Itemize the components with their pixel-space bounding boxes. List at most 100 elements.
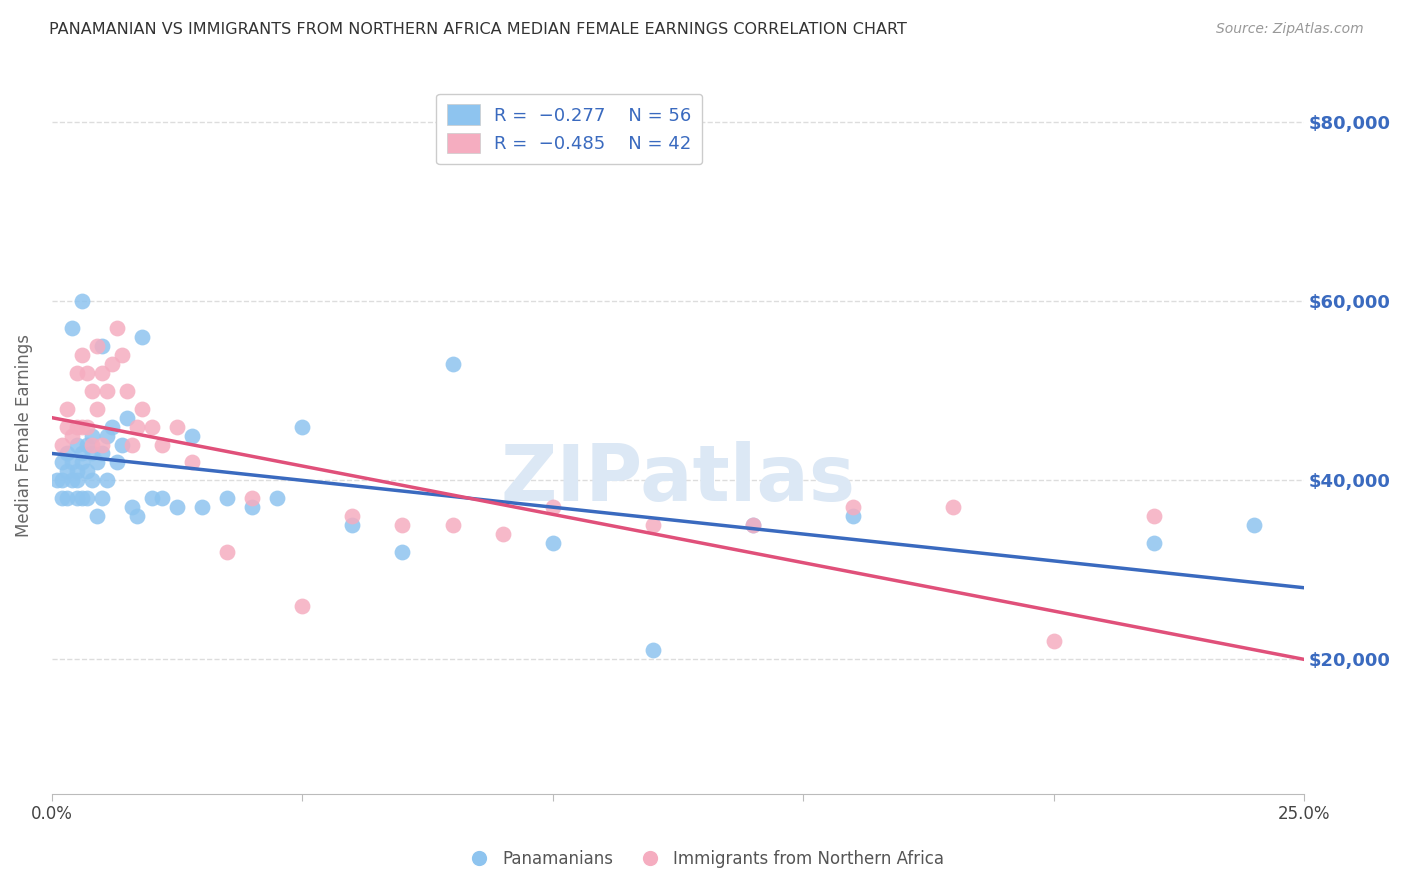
Point [55,446,77,460]
Point [60,428,83,442]
Point [70,294,93,309]
Point [66,437,89,451]
Point [70,455,93,469]
Point [742,518,765,533]
Point [150,437,173,451]
Point [121,500,143,515]
Point [125,509,148,524]
Point [141,491,163,506]
Point [125,419,148,434]
Point [191,500,214,515]
Point [641,643,664,657]
Point [842,500,865,515]
Point [55,464,77,478]
Point [70,491,93,506]
Text: PANAMANIAN VS IMMIGRANTS FROM NORTHERN AFRICA MEDIAN FEMALE EARNINGS CORRELATION: PANAMANIAN VS IMMIGRANTS FROM NORTHERN A… [49,22,907,37]
Point [76,366,98,380]
Point [491,527,513,541]
Point [96,428,118,442]
Point [166,500,188,515]
Point [441,518,464,533]
Point [66,491,89,506]
Point [96,384,118,398]
Point [51,473,73,487]
Point [541,500,564,515]
Point [541,536,564,550]
Point [266,491,288,506]
Point [90,491,112,506]
Point [181,428,204,442]
Point [101,419,124,434]
Y-axis label: Median Female Earnings: Median Female Earnings [15,334,32,537]
Point [342,518,364,533]
Point [60,321,83,335]
Point [101,357,124,371]
Text: ZIPatlas: ZIPatlas [501,441,855,516]
Point [66,473,89,487]
Point [90,446,112,460]
Point [80,446,103,460]
Point [70,446,93,460]
Point [86,339,108,353]
Point [441,357,464,371]
Point [76,491,98,506]
Point [121,437,143,451]
Point [240,500,263,515]
Point [90,366,112,380]
Point [55,491,77,506]
Point [641,518,664,533]
Point [70,348,93,362]
Point [342,509,364,524]
Point [90,437,112,451]
Point [150,491,173,506]
Point [115,410,138,425]
Text: Source: ZipAtlas.com: Source: ZipAtlas.com [1216,22,1364,37]
Point [105,321,128,335]
Point [76,419,98,434]
Point [76,464,98,478]
Point [80,384,103,398]
Point [291,599,314,613]
Point [842,509,865,524]
Point [141,419,163,434]
Point [55,419,77,434]
Point [96,473,118,487]
Legend: R =  −0.277    N = 56, R =  −0.485    N = 42: R = −0.277 N = 56, R = −0.485 N = 42 [436,94,703,164]
Point [80,428,103,442]
Point [1243,518,1265,533]
Point [111,437,134,451]
Point [1143,536,1166,550]
Point [742,518,765,533]
Point [70,419,93,434]
Point [60,473,83,487]
Point [166,419,188,434]
Point [55,401,77,416]
Point [240,491,263,506]
Point [1042,634,1064,648]
Point [217,545,239,559]
Point [86,455,108,469]
Point [66,419,89,434]
Point [391,545,413,559]
Point [86,401,108,416]
Point [66,464,89,478]
Point [80,437,103,451]
Point [115,384,138,398]
Point [90,339,112,353]
Point [131,330,153,344]
Legend: Panamanians, Immigrants from Northern Africa: Panamanians, Immigrants from Northern Af… [456,844,950,875]
Point [80,473,103,487]
Point [942,500,965,515]
Point [76,437,98,451]
Point [217,491,239,506]
Point [86,509,108,524]
Point [51,491,73,506]
Point [45,473,67,487]
Point [66,366,89,380]
Point [60,455,83,469]
Point [391,518,413,533]
Point [131,401,153,416]
Point [291,419,314,434]
Point [105,455,128,469]
Point [181,455,204,469]
